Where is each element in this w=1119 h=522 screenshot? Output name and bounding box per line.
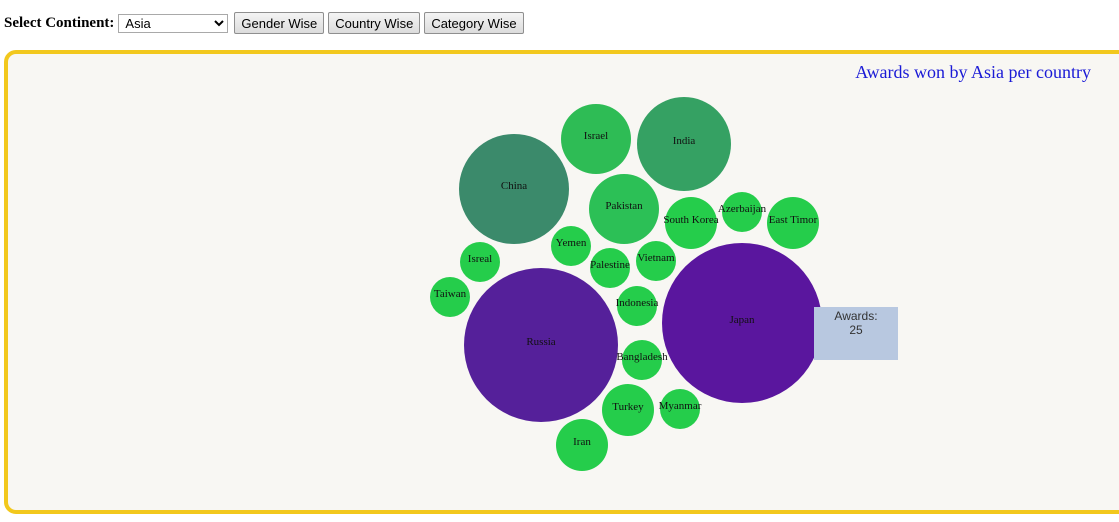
category-wise-button[interactable]: Category Wise [424,12,524,34]
bubble-label-indonesia: Indonesia [616,297,659,309]
bubble-label-south-korea: South Korea [663,214,718,226]
bubble-yemen[interactable] [551,226,591,266]
bubble-label-bangladesh: Bangladesh [616,351,668,363]
awards-tooltip: Awards: 25 [814,307,898,360]
bubble-label-vietnam: Vietnam [637,252,675,264]
tooltip-value: 25 [849,323,863,337]
bubble-pakistan[interactable] [589,174,659,244]
gender-wise-button[interactable]: Gender Wise [234,12,325,34]
bubble-label-china: China [501,180,527,192]
bubble-russia[interactable] [464,268,618,422]
bubble-label-russia: Russia [526,336,555,348]
bubble-india[interactable] [637,97,731,191]
bubble-label-east-timor: East Timor [769,214,818,226]
bubble-israel[interactable] [561,104,631,174]
country-wise-button[interactable]: Country Wise [328,12,421,34]
bubble-label-pakistan: Pakistan [605,200,643,212]
tooltip-label: Awards: [834,309,878,323]
bubble-label-india: India [673,135,696,147]
bubble-label-myanmar: Myanmar [659,400,702,412]
bubble-label-palestine: Palestine [590,259,630,271]
bubble-label-yemen: Yemen [556,237,587,249]
bubble-label-taiwan: Taiwan [434,288,467,300]
bubble-taiwan[interactable] [430,277,470,317]
bubble-azerbaijan[interactable] [722,192,762,232]
bubble-china[interactable] [459,134,569,244]
bubble-label-japan: Japan [729,314,755,326]
bubble-bangladesh[interactable] [622,340,662,380]
bubble-myanmar[interactable] [660,389,700,429]
bubble-label-iran: Iran [573,436,591,448]
bubble-isreal[interactable] [460,242,500,282]
bubble-label-turkey: Turkey [612,401,644,413]
bubble-label-isreal: Isreal [468,253,492,265]
continent-label: Select Continent: [4,14,115,31]
chart-title: Awards won by Asia per country [855,62,1091,82]
bubble-indonesia[interactable] [617,286,657,326]
continent-select[interactable]: Asia [118,13,229,33]
bubble-iran[interactable] [556,419,608,471]
bubble-south-korea[interactable] [665,197,717,249]
bubble-japan[interactable] [662,243,822,403]
bubble-label-azerbaijan: Azerbaijan [718,203,767,215]
bubble-east-timor[interactable] [767,197,819,249]
bubble-turkey[interactable] [602,384,654,436]
controls-bar: Select Continent: Asia Gender Wise Count… [4,11,524,35]
bubble-label-israel: Israel [584,130,608,142]
bubble-vietnam[interactable] [636,241,676,281]
bubble-palestine[interactable] [590,248,630,288]
